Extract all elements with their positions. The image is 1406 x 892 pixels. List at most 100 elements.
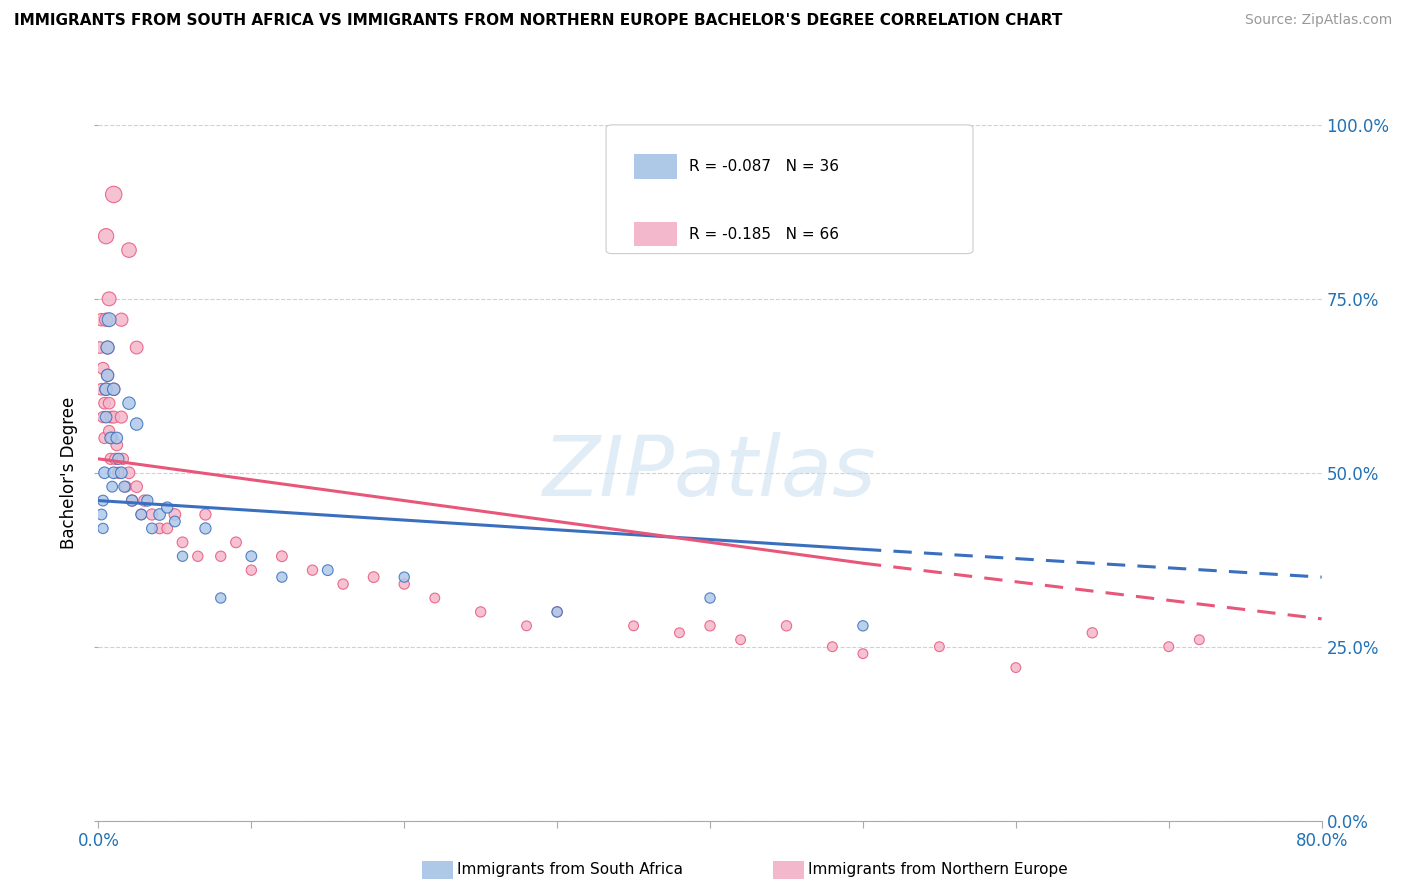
Point: [209, 591, 232, 605]
Point: [1157, 640, 1180, 654]
Point: [121, 493, 143, 508]
Point: [101, 431, 124, 445]
Point: [107, 451, 129, 466]
Point: [623, 619, 645, 633]
Point: [194, 508, 217, 522]
Point: [668, 625, 690, 640]
Point: [775, 619, 797, 633]
Point: [156, 521, 179, 535]
Text: Immigrants from South Africa: Immigrants from South Africa: [457, 863, 683, 877]
Point: [103, 187, 125, 202]
Point: [94, 410, 117, 425]
Text: R = -0.185   N = 66: R = -0.185 N = 66: [689, 227, 839, 242]
Point: [103, 382, 125, 396]
Point: [699, 619, 721, 633]
Point: [90, 382, 112, 396]
Point: [316, 563, 339, 577]
Point: [125, 480, 148, 494]
Point: [98, 424, 121, 438]
Point: [91, 361, 114, 376]
Point: [149, 508, 172, 522]
Point: [172, 549, 194, 564]
Text: Immigrants from Northern Europe: Immigrants from Northern Europe: [808, 863, 1069, 877]
Point: [1004, 660, 1026, 674]
Point: [105, 431, 128, 445]
Point: [363, 570, 385, 584]
Point: [121, 493, 143, 508]
Point: [105, 438, 128, 452]
Point: [270, 570, 292, 584]
Point: [112, 480, 135, 494]
Point: [392, 570, 416, 584]
Point: [91, 493, 114, 508]
Point: [194, 521, 217, 535]
Point: [209, 549, 232, 564]
Point: [129, 508, 152, 522]
Point: [111, 451, 134, 466]
Point: [1081, 625, 1104, 640]
Point: [98, 312, 121, 326]
Point: [100, 410, 122, 425]
Point: [928, 640, 950, 654]
Point: [97, 341, 120, 355]
Point: [125, 341, 148, 355]
Point: [97, 368, 120, 383]
Point: [100, 431, 122, 445]
Point: [163, 508, 186, 522]
Point: [118, 466, 141, 480]
Text: IMMIGRANTS FROM SOUTH AFRICA VS IMMIGRANTS FROM NORTHERN EUROPE BACHELOR'S DEGRE: IMMIGRANTS FROM SOUTH AFRICA VS IMMIGRAN…: [14, 13, 1063, 29]
Point: [118, 243, 141, 257]
Point: [118, 396, 141, 410]
Point: [98, 292, 121, 306]
Point: [141, 508, 163, 522]
Point: [93, 396, 115, 410]
Point: [156, 500, 179, 515]
FancyBboxPatch shape: [634, 222, 678, 246]
Point: [172, 535, 194, 549]
Text: R = -0.087   N = 36: R = -0.087 N = 36: [689, 159, 839, 174]
FancyBboxPatch shape: [606, 125, 973, 253]
Point: [125, 417, 148, 431]
Point: [546, 605, 568, 619]
Point: [104, 451, 127, 466]
Point: [546, 605, 568, 619]
Point: [110, 466, 132, 480]
Point: [392, 577, 416, 591]
Point: [97, 368, 120, 383]
Point: [89, 341, 111, 355]
Point: [240, 563, 263, 577]
Text: Source: ZipAtlas.com: Source: ZipAtlas.com: [1244, 13, 1392, 28]
Point: [136, 493, 159, 508]
Text: ZIPatlas: ZIPatlas: [543, 433, 877, 513]
Point: [332, 577, 354, 591]
Point: [516, 619, 538, 633]
Point: [115, 480, 138, 494]
Y-axis label: Bachelor's Degree: Bachelor's Degree: [60, 397, 79, 549]
Point: [240, 549, 263, 564]
Point: [699, 591, 721, 605]
Point: [730, 632, 752, 647]
Point: [470, 605, 492, 619]
Point: [187, 549, 209, 564]
Point: [149, 521, 172, 535]
Point: [91, 521, 114, 535]
Point: [821, 640, 844, 654]
Point: [225, 535, 247, 549]
Point: [103, 466, 125, 480]
Point: [97, 341, 120, 355]
Point: [94, 229, 117, 244]
Point: [852, 647, 875, 661]
Point: [94, 382, 117, 396]
Point: [94, 312, 117, 326]
Point: [98, 396, 121, 410]
Point: [110, 312, 132, 326]
Point: [301, 563, 323, 577]
Point: [93, 431, 115, 445]
Point: [852, 619, 875, 633]
Point: [90, 508, 112, 522]
Point: [90, 312, 112, 326]
Point: [423, 591, 446, 605]
Point: [270, 549, 292, 564]
Point: [163, 515, 186, 529]
Point: [107, 466, 129, 480]
